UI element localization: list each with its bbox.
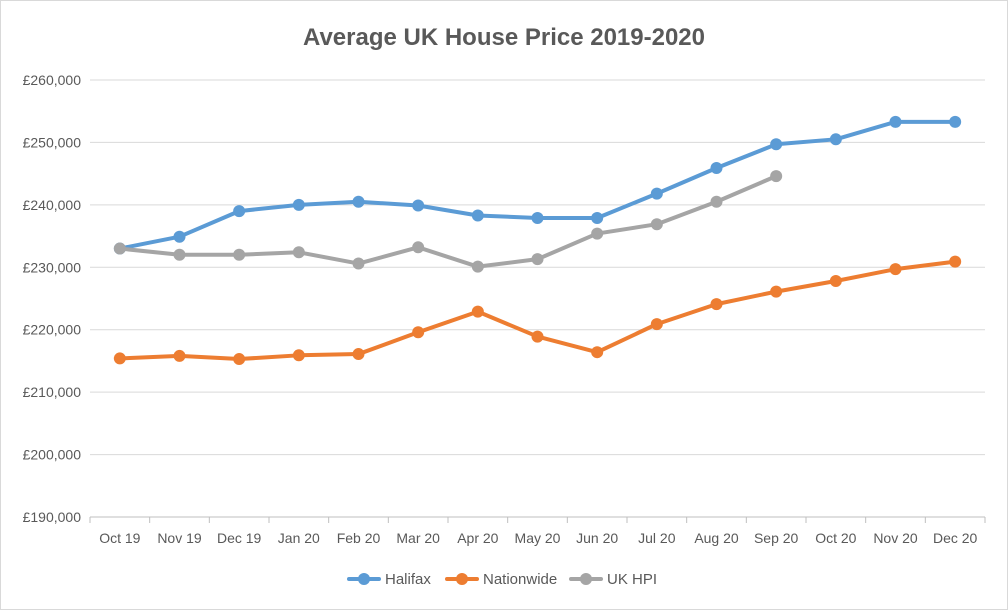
data-point	[710, 162, 723, 175]
data-point	[770, 138, 783, 151]
legend-item: Nationwide	[445, 571, 557, 588]
data-point	[113, 242, 126, 255]
x-tick-label: Nov 20	[873, 530, 918, 546]
x-tick-label: Nov 19	[157, 530, 202, 546]
data-point	[113, 352, 126, 365]
data-point	[352, 257, 365, 270]
legend-label: Halifax	[385, 571, 431, 588]
data-point	[650, 187, 663, 200]
data-point	[292, 198, 305, 211]
y-tick-label: £240,000	[23, 197, 82, 213]
series-line	[117, 174, 779, 269]
series-halifax	[113, 115, 962, 255]
data-point	[949, 115, 962, 128]
data-point	[889, 263, 902, 276]
y-tick-label: £250,000	[23, 134, 82, 150]
data-point	[412, 326, 425, 339]
data-point	[233, 205, 246, 218]
legend: Halifax Nationwide UK HPI	[347, 571, 657, 588]
data-point	[233, 248, 246, 261]
data-point	[591, 346, 604, 359]
x-tick-label: Apr 20	[457, 530, 498, 546]
legend-label: Nationwide	[483, 571, 557, 588]
legend-item: UK HPI	[569, 571, 657, 588]
y-tick-label: £210,000	[23, 384, 82, 400]
legend-swatch-marker	[358, 573, 370, 585]
y-tick-label: £220,000	[23, 322, 82, 338]
x-tick-label: Dec 20	[933, 530, 978, 546]
x-axis-labels: Oct 19 Nov 19 Dec 19 Jan 20 Feb 20 Mar 20 Apr …	[99, 530, 977, 546]
x-tick-label: Mar 20	[396, 530, 440, 546]
data-point	[650, 218, 663, 231]
data-point	[471, 260, 484, 273]
series-line	[117, 259, 958, 362]
x-tick-label: May 20	[515, 530, 561, 546]
series-uk-hpi	[113, 170, 783, 273]
y-tick-label: £230,000	[23, 259, 82, 275]
x-tick-label: Jan 20	[278, 530, 320, 546]
data-point	[591, 227, 604, 240]
data-point	[710, 195, 723, 208]
data-point	[233, 353, 246, 366]
data-point	[531, 211, 544, 224]
legend-label: UK HPI	[607, 571, 657, 588]
data-point	[471, 305, 484, 318]
y-tick-label: £200,000	[23, 447, 82, 463]
x-tick-label: Feb 20	[337, 530, 381, 546]
data-point	[173, 230, 186, 243]
x-tick-label: Oct 19	[99, 530, 140, 546]
legend-swatch-marker	[456, 573, 468, 585]
x-tick-label: Aug 20	[694, 530, 739, 546]
data-point	[173, 248, 186, 261]
data-point	[770, 170, 783, 183]
x-tick-label: Sep 20	[754, 530, 799, 546]
x-tick-label: Jun 20	[576, 530, 618, 546]
x-tick-label: Oct 20	[815, 530, 856, 546]
data-point	[949, 255, 962, 268]
series-lines	[113, 115, 962, 366]
x-tick-label: Dec 19	[217, 530, 262, 546]
gridlines	[90, 79, 985, 456]
x-axis	[89, 516, 986, 523]
data-point	[352, 348, 365, 361]
data-point	[531, 330, 544, 343]
data-point	[412, 199, 425, 212]
legend-swatch-marker	[580, 573, 592, 585]
x-tick-label: Jul 20	[638, 530, 676, 546]
y-tick-label: £190,000	[23, 509, 82, 525]
data-point	[591, 211, 604, 224]
data-point	[292, 349, 305, 362]
y-tick-label: £260,000	[23, 72, 82, 88]
legend-item: Halifax	[347, 571, 431, 588]
data-point	[829, 275, 842, 288]
data-point	[829, 133, 842, 146]
y-axis: £190,000 £200,000 £210,000 £220,000 £230,000…	[23, 72, 82, 525]
data-point	[650, 318, 663, 331]
data-point	[710, 298, 723, 311]
chart-title: Average UK House Price 2019-2020	[303, 24, 705, 51]
data-point	[471, 209, 484, 222]
series-nationwide	[113, 255, 962, 366]
data-point	[292, 246, 305, 259]
data-point	[412, 241, 425, 254]
data-point	[770, 285, 783, 298]
data-point	[889, 115, 902, 128]
series-line	[117, 119, 958, 251]
data-point	[531, 253, 544, 266]
data-point	[173, 349, 186, 362]
data-point	[352, 195, 365, 208]
